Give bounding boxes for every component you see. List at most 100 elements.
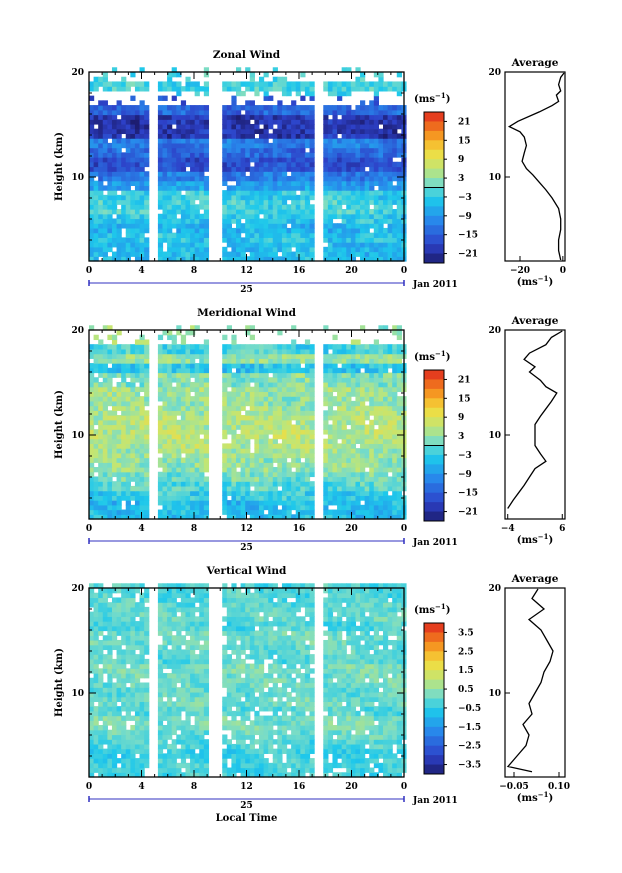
heatmap-cell: [203, 448, 210, 454]
heatmap-cell: [171, 509, 177, 515]
heatmap-cell: [121, 213, 127, 220]
heatmap-cell: [337, 246, 343, 253]
heatmap-cell: [396, 410, 402, 416]
heatmap-cell: [350, 348, 357, 355]
heatmap-cell: [373, 171, 379, 177]
heatmap-cell: [176, 256, 182, 262]
heatmap-cell: [295, 762, 301, 769]
heatmap-cell: [245, 237, 251, 243]
heatmap-cell: [254, 147, 260, 153]
heatmap-cell: [121, 462, 127, 468]
heatmap-cell: [130, 495, 136, 501]
heatmap-cell: [332, 209, 338, 215]
heatmap-cell: [291, 161, 297, 168]
heatmap-cell: [102, 509, 108, 515]
heatmap-cell: [369, 175, 375, 182]
heatmap-cell: [254, 443, 260, 449]
heatmap-cell: [254, 194, 260, 201]
heatmap-cell: [341, 114, 347, 120]
heatmap-cell: [111, 109, 118, 116]
heatmap-cell: [144, 358, 150, 364]
heatmap-cell: [272, 433, 278, 440]
heatmap-cell: [116, 452, 122, 459]
heatmap-cell: [327, 81, 334, 87]
heatmap-cell: [383, 109, 389, 116]
heatmap-cell: [194, 377, 200, 383]
heatmap-cell: [272, 76, 278, 83]
heatmap-cell: [190, 462, 196, 468]
heatmap-cell: [263, 485, 269, 492]
heatmap-cell: [337, 372, 343, 378]
heatmap-cell: [157, 242, 164, 248]
heatmap-cell: [281, 190, 288, 196]
heatmap-cell: [171, 223, 177, 229]
heatmap-cell: [387, 246, 393, 253]
heatmap-cell: [378, 180, 384, 186]
heatmap-cell: [378, 161, 384, 168]
heatmap-cell: [107, 157, 113, 163]
heatmap-cell: [134, 152, 141, 158]
heatmap-cell: [387, 209, 393, 215]
heatmap-cell: [364, 452, 370, 459]
heatmap-cell: [332, 509, 338, 515]
heatmap-cell: [332, 481, 338, 487]
heatmap-cell: [167, 218, 173, 224]
heatmap-cell: [116, 457, 122, 463]
heatmap-cell: [89, 405, 95, 411]
heatmap-cell: [392, 344, 398, 350]
heatmap-cell: [194, 246, 200, 253]
average-unit-exponent: −1: [538, 532, 549, 541]
heatmap-cell: [102, 396, 108, 402]
heatmap-cell: [364, 161, 370, 168]
heatmap-cell: [231, 161, 237, 168]
heatmap-cell: [185, 86, 191, 92]
heatmap-cell: [396, 190, 402, 196]
heatmap-cell: [327, 194, 334, 201]
heatmap-cell: [295, 194, 301, 201]
heatmap-cell: [383, 242, 389, 248]
heatmap-cell: [254, 438, 260, 444]
heatmap-cell: [327, 452, 334, 459]
heatmap-cell: [346, 462, 352, 468]
heatmap-cell: [263, 452, 269, 459]
heatmap-cell: [231, 363, 237, 369]
heatmap-cell: [167, 152, 173, 158]
heatmap-cell: [185, 767, 191, 773]
heatmap-cell: [300, 448, 306, 454]
heatmap-cell: [341, 467, 347, 473]
y-tick-label: 10: [71, 431, 84, 441]
heatmap-cell: [383, 209, 389, 215]
heatmap-cell: [258, 762, 265, 769]
heatmap-cell: [263, 758, 269, 764]
heatmap-cell: [286, 504, 292, 511]
heatmap-cell: [102, 218, 108, 224]
heatmap-cell: [157, 353, 164, 359]
heatmap-cell: [176, 157, 182, 163]
heatmap-cell: [258, 438, 265, 444]
heatmap-cell: [258, 391, 265, 397]
heatmap-cell: [125, 114, 131, 120]
heatmap-cell: [171, 457, 177, 463]
heatmap-cell: [167, 396, 173, 402]
heatmap-cell: [226, 242, 232, 248]
heatmap-cell: [387, 767, 393, 773]
heatmap-cell: [387, 133, 393, 139]
heatmap-cell: [277, 128, 283, 135]
heatmap-cell: [254, 424, 260, 430]
heatmap-cell: [378, 767, 384, 773]
heatmap-cell: [350, 471, 357, 478]
heatmap-cell: [157, 443, 164, 449]
heatmap-cell: [360, 410, 366, 416]
heatmap-cell: [254, 405, 260, 411]
heatmap-cell: [116, 123, 122, 130]
heatmap-cell: [185, 147, 191, 153]
heatmap-cell: [346, 157, 352, 163]
heatmap-cell: [327, 438, 334, 444]
heatmap-cell: [93, 81, 99, 87]
heatmap-cell: [360, 171, 366, 177]
heatmap-cell: [139, 119, 145, 125]
heatmap-cell: [373, 443, 379, 449]
heatmap-cell: [268, 767, 274, 773]
heatmap-cell: [194, 405, 200, 411]
heatmap-cell: [277, 123, 283, 130]
